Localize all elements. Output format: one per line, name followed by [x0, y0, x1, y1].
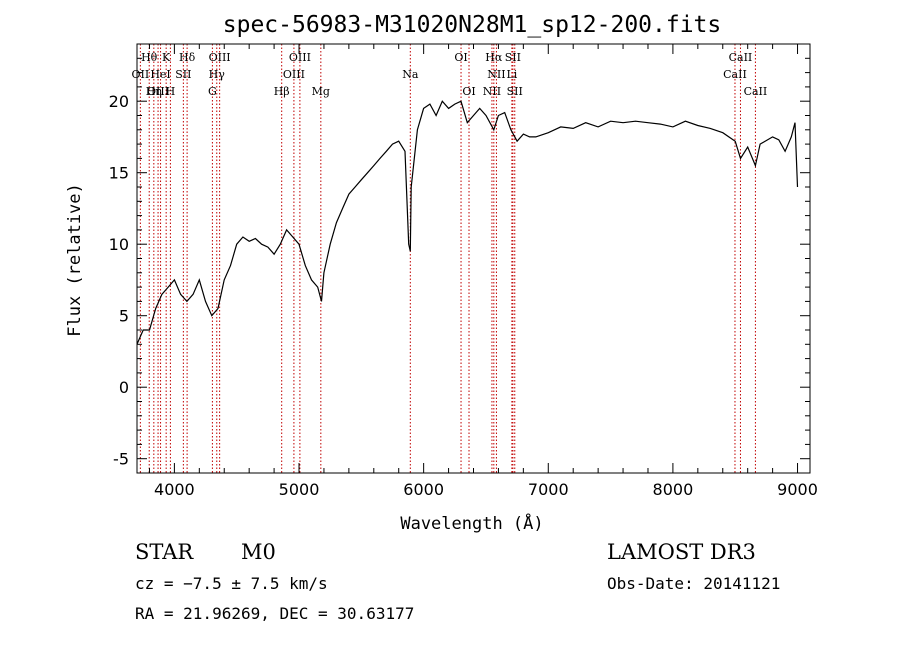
redshift-text: cz = −7.5 ± 7.5 km/s	[135, 574, 328, 593]
x-tick-label: 8000	[653, 480, 694, 499]
spectral-line-label: OI	[454, 51, 467, 64]
spectral-line-label: HeI	[150, 68, 170, 81]
object-subclass: M0	[241, 540, 276, 564]
spectral-line-label: Hθ	[141, 51, 158, 64]
spectral-line-label: K	[162, 51, 171, 64]
spectral-line-label: OII	[132, 68, 150, 81]
spectral-line-label: OIII	[147, 85, 169, 98]
spectrum-series-line	[136, 100, 799, 345]
x-tick-label: 9000	[777, 480, 818, 499]
survey-name: LAMOST DR3	[607, 540, 756, 564]
plot-frame	[136, 43, 811, 474]
x-tick-label: 6000	[403, 480, 444, 499]
spectral-line-label: CaII	[729, 51, 753, 64]
spectral-line-label: Hη	[146, 85, 162, 98]
spectral-line-label: Hδ	[179, 51, 196, 64]
spectral-line-label: OIII	[283, 68, 305, 81]
x-tick-label: 4000	[154, 480, 195, 499]
chart-title: spec-56983-M31020N28M1_sp12-200.fits	[223, 12, 722, 38]
spectral-line-label: SII	[505, 51, 521, 64]
spectral-line-label: Mg	[312, 85, 330, 98]
obs-date-text: Obs-Date: 20141121	[607, 574, 781, 593]
y-tick-label: -5	[113, 450, 129, 469]
x-tick-label: 5000	[279, 480, 320, 499]
y-axis-label: Flux (relative)	[65, 183, 85, 337]
coordinates-text: RA = 21.96269, DEC = 30.63177	[135, 604, 415, 623]
spectral-line-label: OI	[462, 85, 475, 98]
x-tick-label: 7000	[528, 480, 569, 499]
y-tick-label: 5	[119, 307, 129, 326]
spectral-line-label: Hγ	[209, 68, 226, 81]
x-axis-label: Wavelength (Å)	[400, 512, 543, 534]
y-tick-label: 15	[109, 164, 129, 183]
spectral-line-label: OIII	[209, 51, 231, 64]
y-tick-label: 0	[119, 378, 129, 397]
spectral-line-label: NII	[487, 68, 505, 81]
axis-ticks: 4000 5000 6000 7000 8000 9000 -5 0 5 10 15 20	[109, 43, 818, 499]
spectral-line-label: SII	[507, 85, 523, 98]
spectral-line-label: CaII	[744, 85, 768, 98]
spectral-line-label: CaII	[723, 68, 747, 81]
spectral-line-label: Na	[402, 68, 419, 81]
spectral-line-label: OIII	[289, 51, 311, 64]
y-tick-label: 20	[109, 92, 129, 111]
spectral-line-label: Li	[506, 68, 517, 81]
spectral-line-markers	[139, 44, 756, 473]
spectral-line-label: NII	[483, 85, 501, 98]
spectral-line-label: Hβ	[274, 85, 290, 98]
spectrum-chart: spec-56983-M31020N28M1_sp12-200.fits 400…	[65, 12, 818, 534]
object-type: STAR	[135, 540, 194, 564]
spectral-line-label: SII	[175, 68, 191, 81]
spectral-line-label: Hα	[485, 51, 503, 64]
spectral-line-labels: Hθ OII OIII K HeI Hη SII H Hδ OIII Hγ G Hβ OIII OIII Mg…	[132, 51, 768, 98]
spectral-line-label: G	[208, 85, 217, 98]
y-tick-label: 10	[109, 235, 129, 254]
spectral-line-label: H	[166, 85, 176, 98]
